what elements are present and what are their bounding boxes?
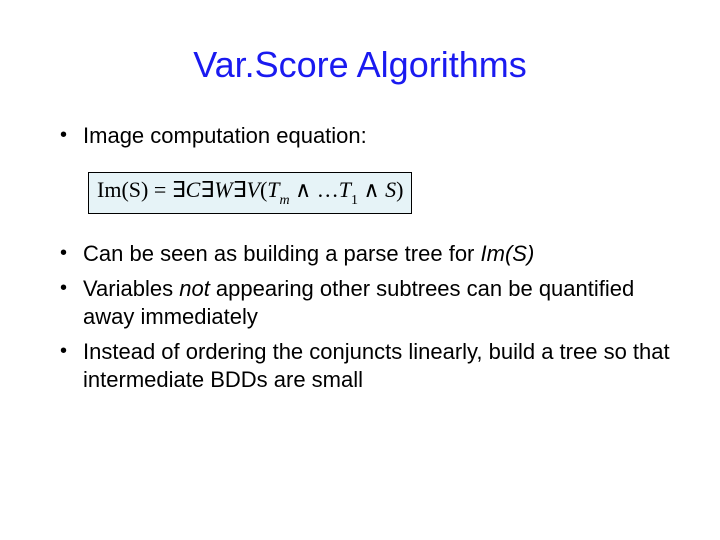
eq-ex1: ∃ bbox=[172, 177, 186, 202]
eq-rp: ) bbox=[396, 177, 403, 202]
equation-box: Im(S) = ∃C∃W∃V(Tm ∧ …T1 ∧ S) bbox=[88, 172, 412, 214]
eq-Tm: T bbox=[267, 177, 279, 202]
eq-W: W bbox=[214, 177, 232, 202]
eq-T1: T bbox=[339, 177, 351, 202]
eq-C: C bbox=[186, 177, 201, 202]
eq-wedge2: ∧ bbox=[358, 177, 385, 202]
bullet-3-text: Variables not appearing other subtrees c… bbox=[83, 275, 670, 330]
eq-ex3: ∃ bbox=[233, 177, 247, 202]
eq-eq: = bbox=[148, 177, 171, 202]
eq-ex2: ∃ bbox=[200, 177, 214, 202]
bullet-dot: • bbox=[60, 240, 67, 267]
bullet-item-2: • Can be seen as building a parse tree f… bbox=[56, 240, 670, 268]
bullet-2-pre: Can be seen as building a parse tree for bbox=[83, 241, 480, 266]
eq-sub-1: 1 bbox=[351, 193, 358, 208]
eq-sub-m: m bbox=[280, 193, 290, 208]
bullet-3-em: not bbox=[179, 276, 210, 301]
eq-dots: … bbox=[317, 177, 339, 202]
equation-row: Im(S) = ∃C∃W∃V(Tm ∧ …T1 ∧ S) bbox=[50, 172, 670, 214]
bullet-3-pre: Variables bbox=[83, 276, 179, 301]
bullet-item-3: • Variables not appearing other subtrees… bbox=[56, 275, 670, 330]
bullet-1-text: Image computation equation: bbox=[83, 122, 670, 150]
bullet-item-4: • Instead of ordering the conjuncts line… bbox=[56, 338, 670, 393]
eq-wedge1: ∧ bbox=[290, 177, 317, 202]
bullet-dot: • bbox=[60, 338, 67, 365]
bullet-2-text: Can be seen as building a parse tree for… bbox=[83, 240, 670, 268]
bullet-4-text: Instead of ordering the conjuncts linear… bbox=[83, 338, 670, 393]
bullet-dot: • bbox=[60, 275, 67, 302]
bullet-dot: • bbox=[60, 122, 67, 149]
bullet-list-2: • Can be seen as building a parse tree f… bbox=[50, 240, 670, 394]
bullet-list: • Image computation equation: bbox=[50, 122, 670, 150]
eq-S: S bbox=[385, 177, 396, 202]
bullet-item-1: • Image computation equation: bbox=[56, 122, 670, 150]
page-title: Var.Score Algorithms bbox=[50, 44, 670, 86]
eq-V: V bbox=[246, 177, 259, 202]
eq-lhs: Im(S) bbox=[97, 177, 148, 202]
bullet-2-em: Im(S) bbox=[481, 241, 535, 266]
title-text: Var.Score Algorithms bbox=[193, 44, 526, 85]
